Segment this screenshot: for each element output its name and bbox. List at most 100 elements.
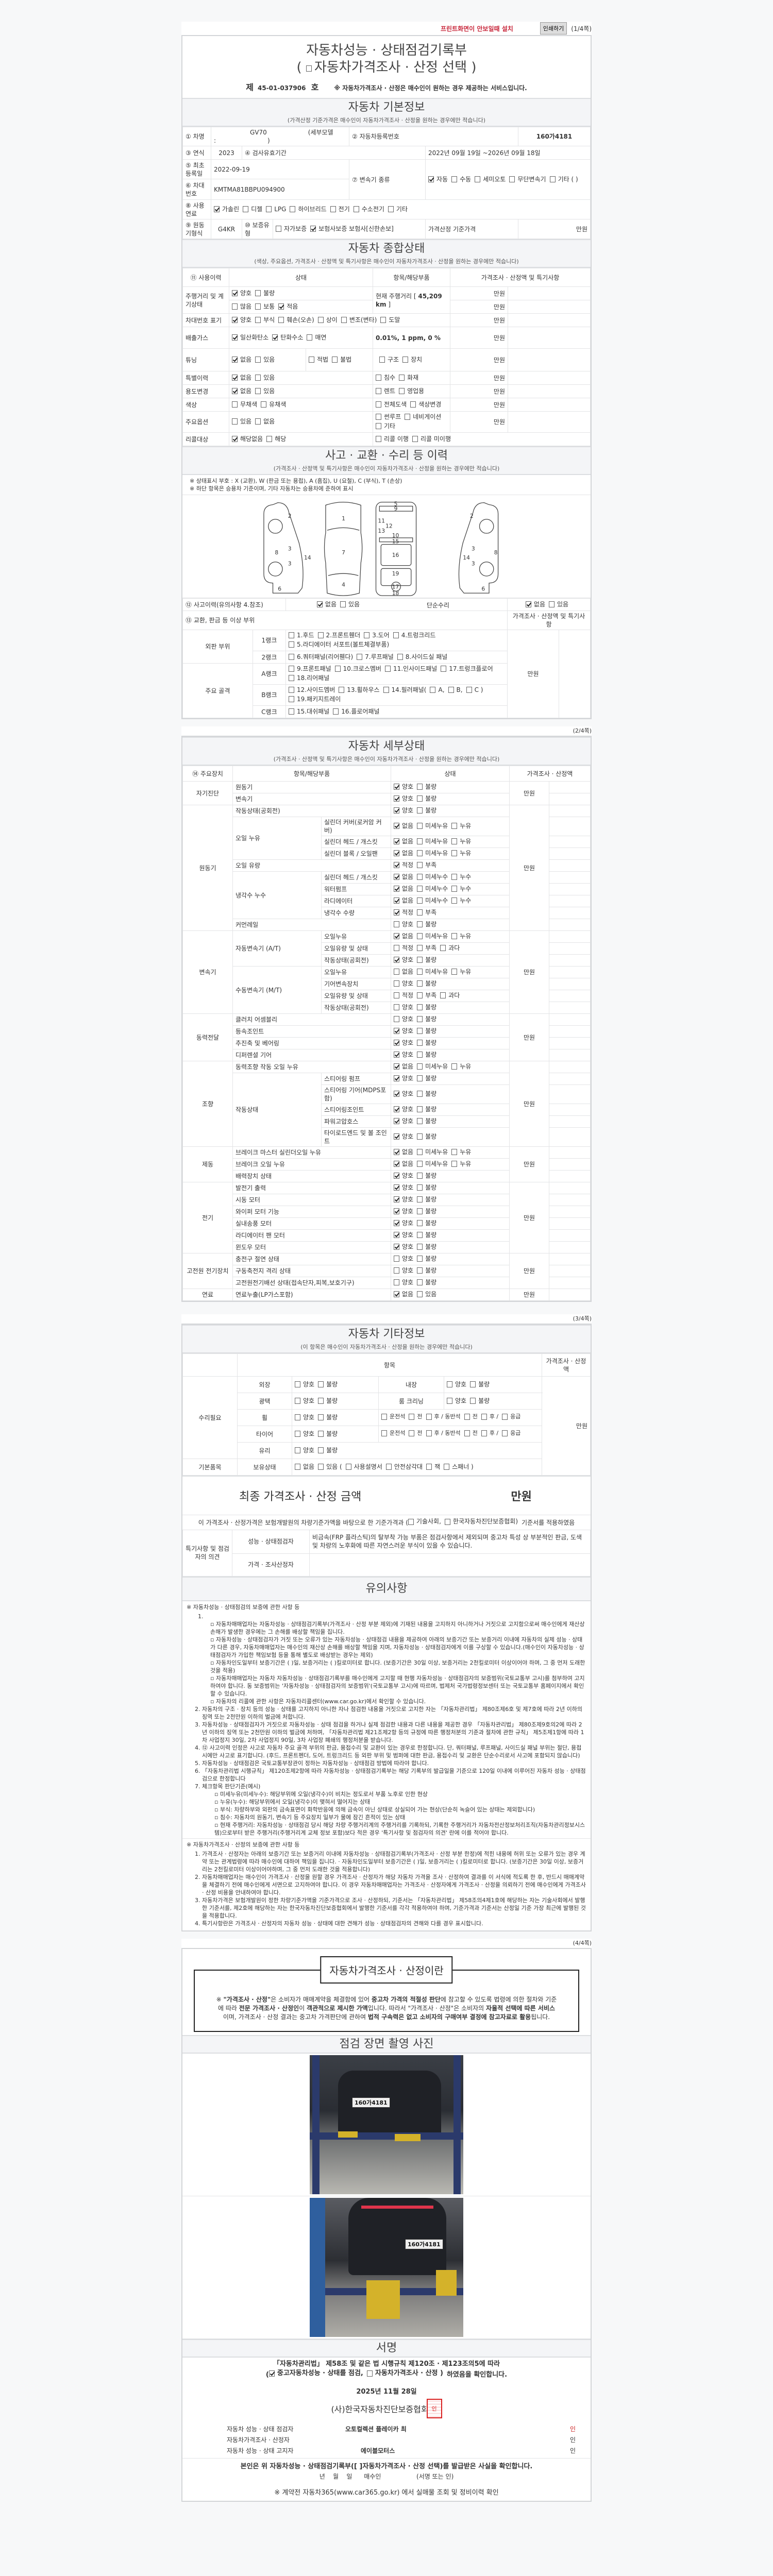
checkbox-option[interactable]: 없음 [394,822,413,830]
checkbox-empty-icon[interactable] [376,387,381,394]
checkbox-option[interactable]: 불량 [417,1132,436,1141]
checkbox-option[interactable]: 양호 [447,1380,466,1388]
checkbox-checked-icon[interactable] [394,1244,399,1250]
checkbox-option[interactable]: 양호 [394,1231,413,1239]
checkbox-option[interactable]: 자동차가격조사 · 산정 ) [366,2369,443,2378]
checkbox-checked-icon[interactable] [232,435,238,442]
checkbox-option[interactable]: 무채색 [232,400,257,409]
checkbox-option[interactable]: 누유 [451,1148,471,1156]
checkbox-checked-icon[interactable] [394,886,399,892]
checkbox-empty-icon[interactable] [417,1118,423,1124]
checkbox-empty-icon[interactable] [441,666,447,672]
checkbox-option[interactable]: 누유 [451,932,471,940]
checkbox-empty-icon[interactable] [417,886,423,892]
checkbox-option[interactable]: 16.플로어패널 [333,707,380,716]
checkbox-option[interactable]: 불량 [417,1278,436,1286]
checkbox-empty-icon[interactable] [417,1133,423,1140]
checkbox-option[interactable]: 1.후드 [289,631,314,639]
checkbox-option[interactable]: 미세누유 [417,837,448,845]
checkbox-option[interactable]: 없음 [394,1148,413,1156]
checkbox-empty-icon[interactable] [357,653,363,660]
checkbox-option[interactable]: 누유 [451,849,471,857]
checkbox-empty-icon[interactable] [417,980,423,987]
checkbox-option[interactable]: 없음 [394,1062,413,1071]
checkbox-option[interactable]: 리콜 미이행 [412,435,451,443]
checkbox-empty-icon[interactable] [481,1414,487,1420]
checkbox-option[interactable]: 누유 [451,1160,471,1168]
checkbox-empty-icon[interactable] [470,1381,476,1387]
checkbox-option[interactable]: 누유 [451,1062,471,1071]
checkbox-empty-icon[interactable] [394,980,399,987]
checkbox-option[interactable]: 부족 [417,944,436,952]
checkbox-empty-icon[interactable] [409,1414,415,1420]
checkbox-option[interactable]: 전기 [330,205,350,213]
checkbox-empty-icon[interactable] [381,1414,387,1420]
checkbox-empty-icon[interactable] [451,1149,458,1155]
checkbox-empty-icon[interactable] [307,334,313,341]
checkbox-option[interactable]: 도말 [380,316,400,324]
checkbox-empty-icon[interactable] [376,401,381,408]
checkbox-checked-icon[interactable] [394,795,399,802]
checkbox-empty-icon[interactable] [426,1430,432,1436]
checkbox-option[interactable]: 9.프론트패널 [289,665,331,673]
checkbox-empty-icon[interactable] [394,992,399,998]
checkbox-empty-icon[interactable] [318,1447,324,1453]
checkbox-checked-icon[interactable] [394,1063,399,1070]
checkbox-option[interactable]: 불량 [417,1207,436,1215]
checkbox-empty-icon[interactable] [417,957,423,963]
checkbox-empty-icon[interactable] [430,687,436,693]
checkbox-empty-icon[interactable] [384,666,391,672]
checkbox-empty-icon[interactable] [376,423,381,429]
checkbox-empty-icon[interactable] [289,653,294,660]
checkbox-empty-icon[interactable] [255,316,261,323]
checkbox-option[interactable]: 없음 [394,837,413,845]
checkbox-empty-icon[interactable] [295,1447,300,1453]
checkbox-option[interactable]: 불량 [417,1219,436,1227]
checkbox-option[interactable]: 양호 [394,794,413,803]
checkbox-option[interactable]: 있음 [549,600,568,608]
checkbox-empty-icon[interactable] [451,1063,458,1070]
checkbox-empty-icon[interactable] [266,206,272,212]
checkbox-option[interactable]: 양호 [394,1003,413,1011]
checkbox-option[interactable]: 전 [464,1429,478,1437]
checkbox-empty-icon[interactable] [417,1106,423,1112]
checkbox-empty-icon[interactable] [549,176,556,182]
checkbox-empty-icon[interactable] [447,1397,452,1404]
checkbox-option[interactable]: 디젤 [243,205,262,213]
checkbox-option[interactable]: 전체도색 [376,400,407,409]
checkbox-option[interactable]: 후 / [481,1413,498,1421]
checkbox-checked-icon[interactable] [428,176,434,182]
checkbox-empty-icon[interactable] [402,356,409,363]
checkbox-checked-icon[interactable] [272,334,278,341]
checkbox-checked-icon[interactable] [394,1232,399,1238]
checkbox-empty-icon[interactable] [417,1220,423,1226]
checkbox-empty-icon[interactable] [417,1052,423,1058]
checkbox-option[interactable]: 유채색 [261,400,286,409]
checkbox-checked-icon[interactable] [394,862,399,868]
checkbox-option[interactable]: 3.도어 [364,631,390,639]
checkbox-empty-icon[interactable] [417,1279,423,1285]
checkbox-empty-icon[interactable] [417,1028,423,1034]
checkbox-option[interactable]: 양호 [394,1243,413,1251]
checkbox-option[interactable]: 불량 [417,1039,436,1047]
checkbox-option[interactable]: 없음 [394,849,413,857]
checkbox-option[interactable]: 미세누유 [417,1062,448,1071]
checkbox-option[interactable]: 누유 [451,968,471,976]
checkbox-checked-icon[interactable] [394,850,399,856]
checkbox-option[interactable]: 불량 [318,1413,338,1421]
checkbox-empty-icon[interactable] [470,1397,476,1404]
checkbox-empty-icon[interactable] [417,897,423,904]
checkbox-option[interactable]: A, [430,686,445,694]
checkbox-empty-icon[interactable] [448,687,454,693]
checkbox-checked-icon[interactable] [232,334,238,341]
checkbox-option[interactable]: LPG [266,205,286,213]
checkbox-option[interactable]: 영업용 [399,387,424,395]
checkbox-option[interactable]: 양호 [394,1090,413,1098]
checkbox-option[interactable]: 탄화수소 [272,333,303,342]
checkbox-option[interactable]: 미세누유 [417,822,448,830]
checkbox-option[interactable]: 불량 [318,1380,338,1388]
checkbox-option[interactable]: 없음 [232,355,251,364]
checkbox-empty-icon[interactable] [295,1381,300,1387]
checkbox-option[interactable]: 미세누유 [417,1160,448,1168]
checkbox-empty-icon[interactable] [417,784,423,790]
